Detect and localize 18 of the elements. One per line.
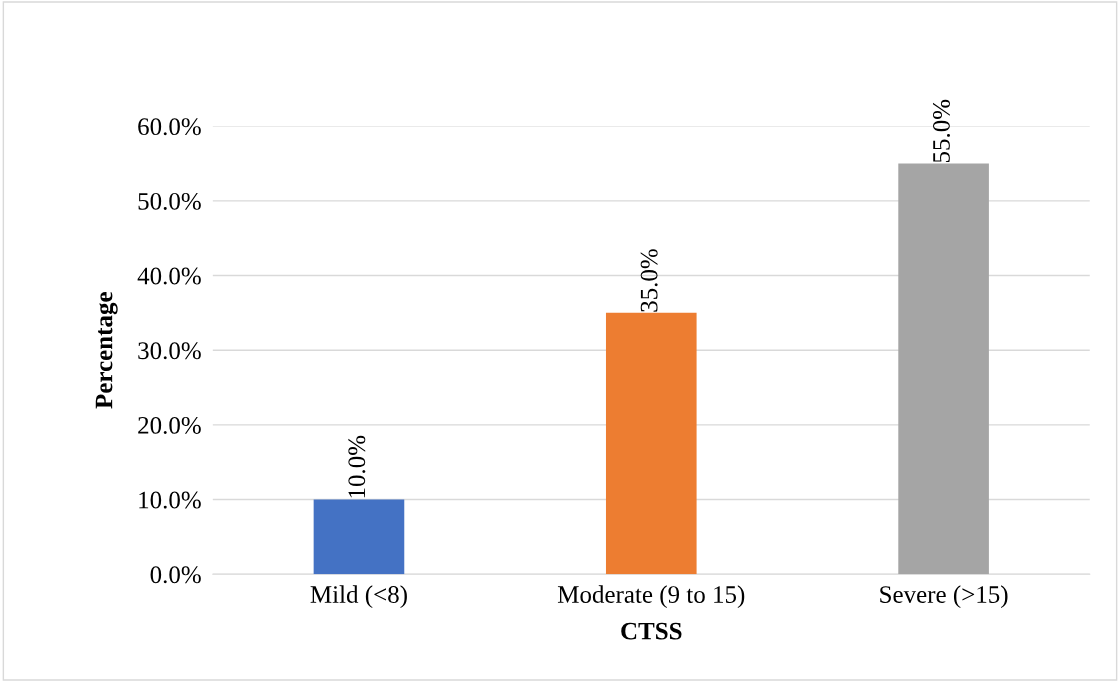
x-tick-label: Severe (>15) [880,585,1008,609]
data-label: 55.0% [932,99,950,163]
y-tick-label: 10.0% [139,491,201,509]
y-tick-label: 20.0% [138,416,201,434]
y-tick-label: 50.0% [138,192,201,210]
y-tick-label: 30.0% [138,342,201,360]
y-axis-title: Percentage [95,292,118,409]
bar [313,499,405,575]
data-label: 35.0% [640,249,658,312]
x-tick-label: Moderate (9 to 15) [557,585,745,609]
data-label: 10.0% [348,435,366,498]
y-tick-label: 40.0% [137,267,201,285]
x-axis-title: CTSS [621,622,682,640]
y-tick-label: 0.0% [150,566,201,584]
bar [605,312,697,575]
bar [898,163,989,575]
y-tick-label: 60.0% [138,118,201,136]
x-tick-label: Mild (<8) [310,585,407,609]
